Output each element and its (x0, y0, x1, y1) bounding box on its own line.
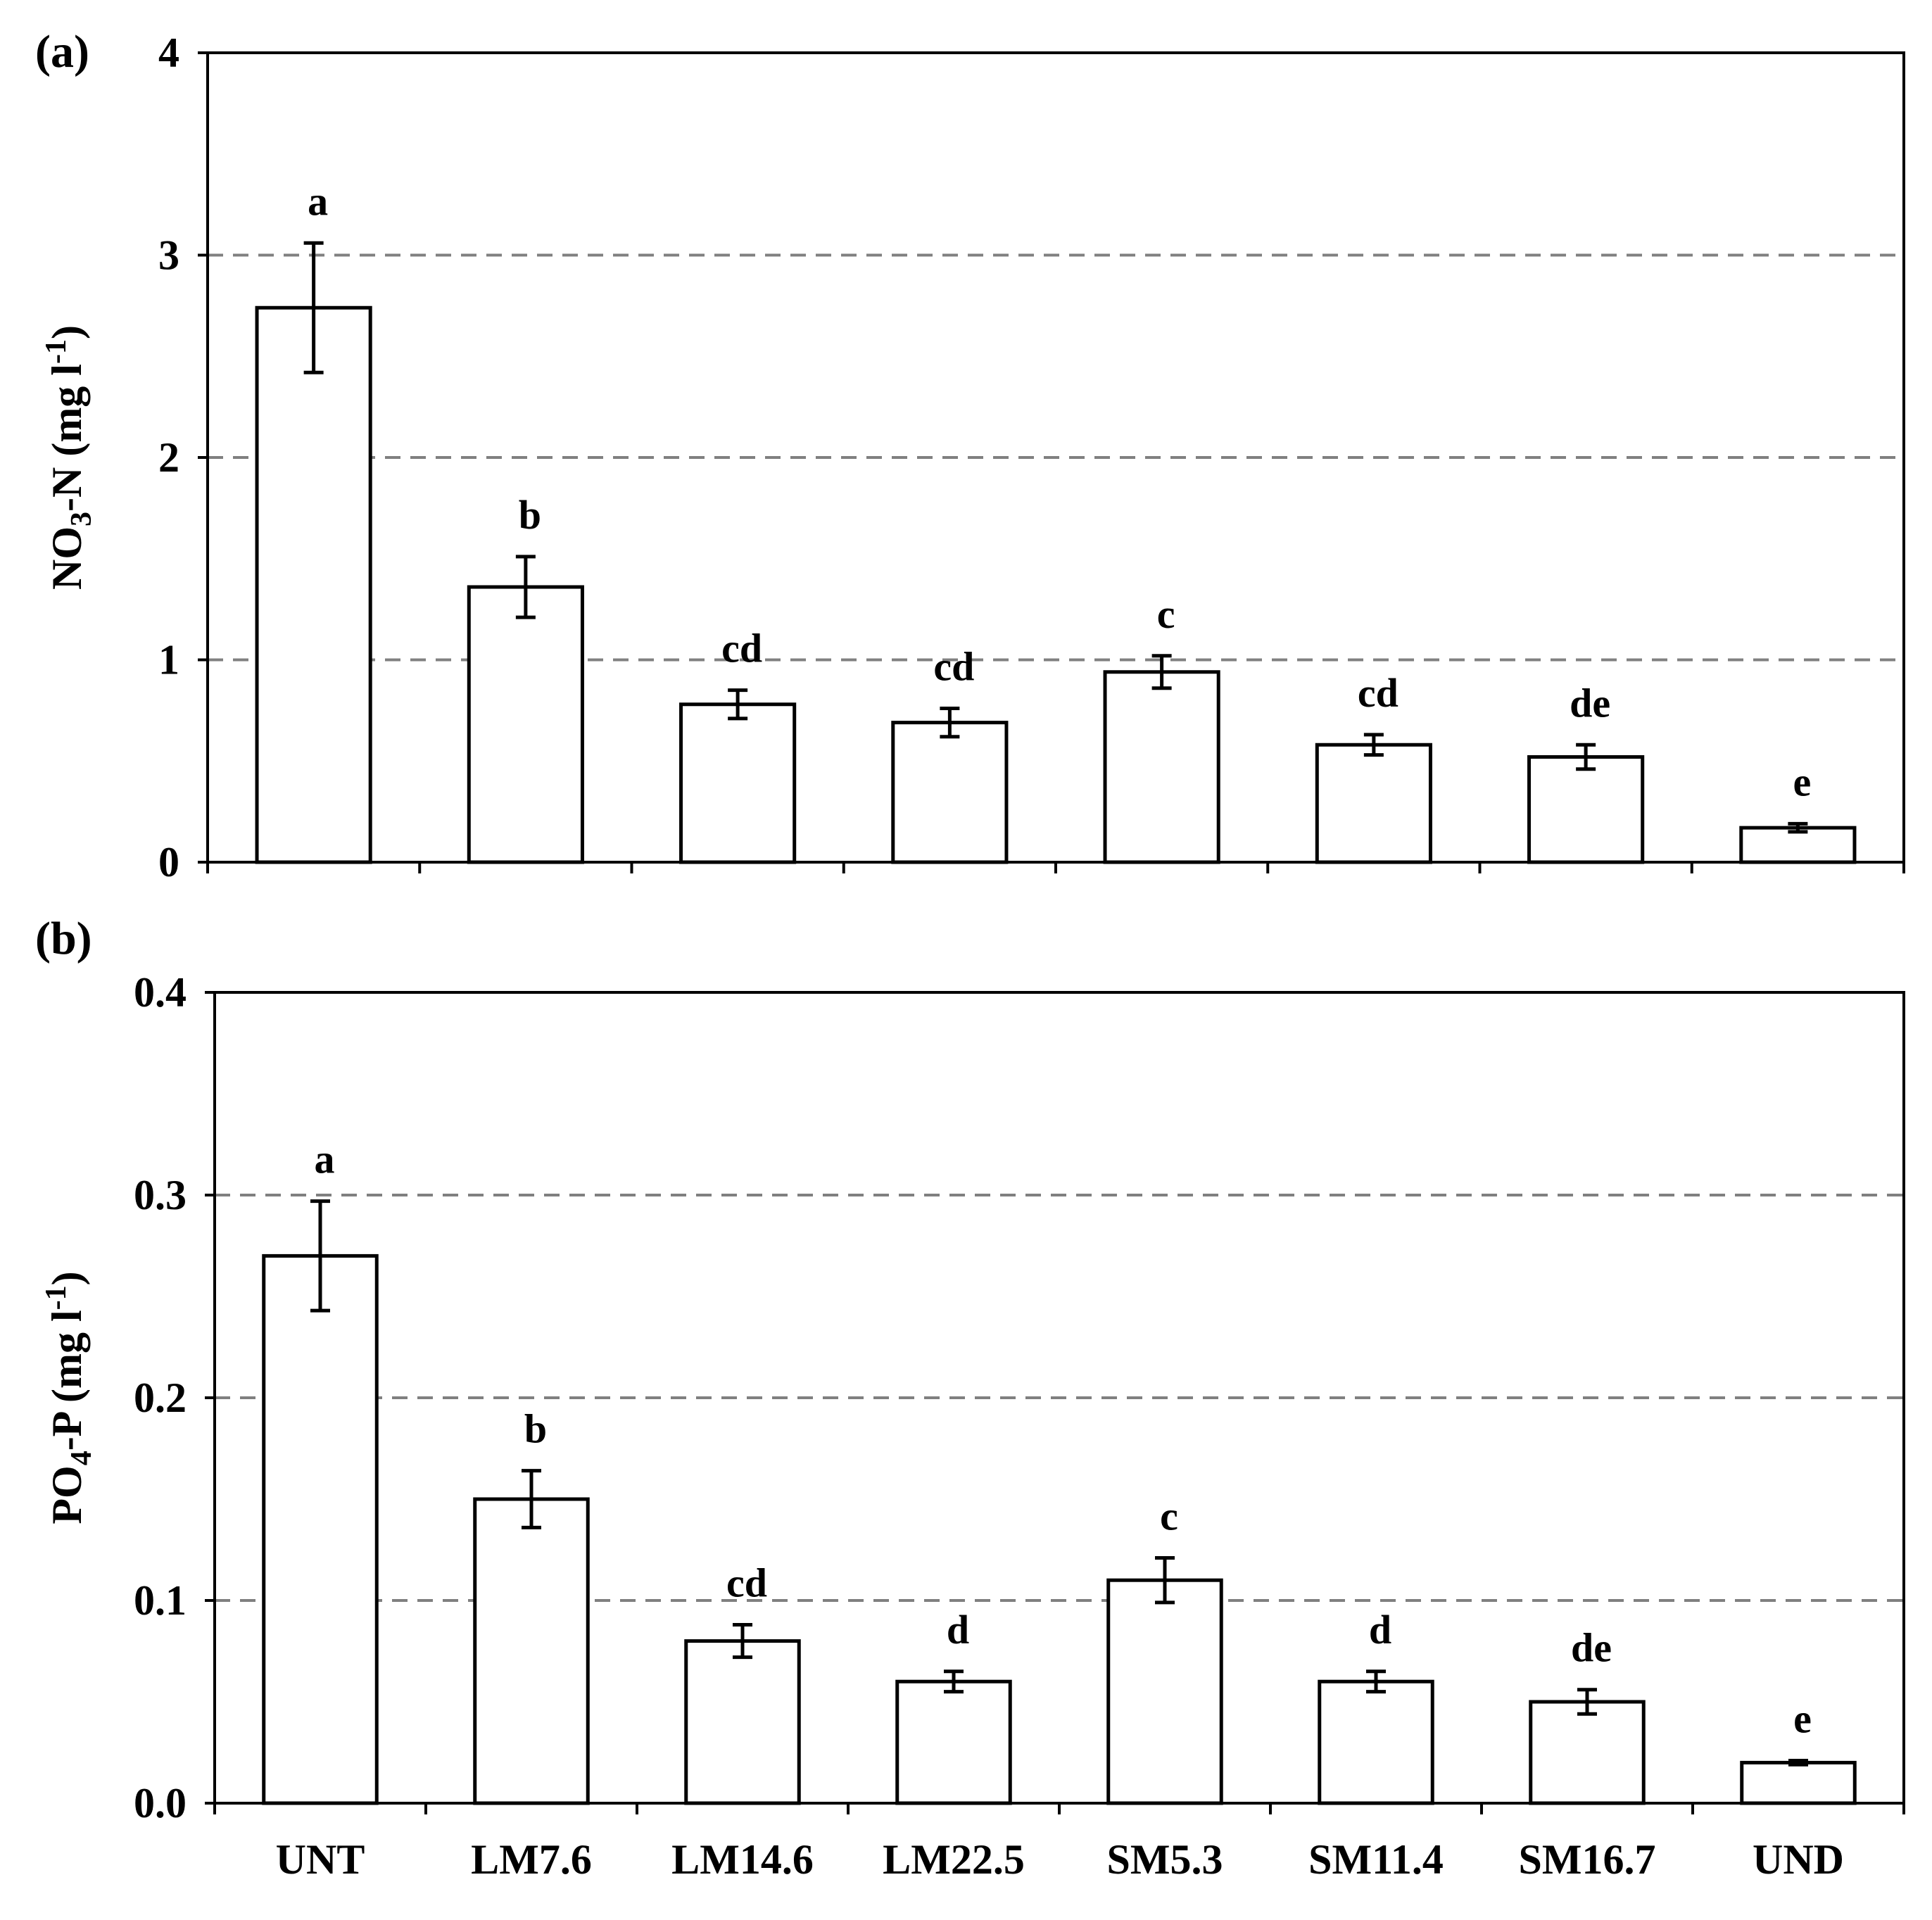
y-tick-label: 3 (158, 232, 179, 279)
y-axis-label: NO3-N (mg l-1) (40, 325, 98, 590)
significance-letter: a (308, 178, 328, 224)
significance-letter: a (315, 1137, 335, 1182)
y-tick-label: 0 (158, 839, 179, 885)
significance-letter: cd (721, 626, 762, 671)
bar-LM7.6 (473, 1497, 590, 1805)
significance-letter: cd (933, 644, 974, 690)
bar-SM11.4 (1318, 1679, 1434, 1805)
bar-SM16.7 (1527, 755, 1645, 864)
panel-a-nitrate-chart: 0 1 2 3 4 a b cd cd c cd de e (a) NO3-N (mg l-1) (35, 26, 1905, 885)
x-tick-label: SM11.4 (1308, 1836, 1444, 1883)
y-tick-label: 0.1 (134, 1577, 187, 1624)
significance-letter: b (524, 1406, 547, 1452)
significance-letter: e (1793, 1696, 1812, 1742)
significance-letter: e (1793, 759, 1812, 804)
x-tick-label: LM14.6 (671, 1836, 814, 1883)
bar-SM16.7 (1529, 1700, 1646, 1805)
bar-LM14.6 (684, 1639, 801, 1805)
y-tick-label: 4 (158, 30, 179, 76)
y-tick-label: 0.0 (134, 1780, 187, 1826)
panel-b-phosphate-chart: 0.00.10.20.30.4aUNTbLM7.6cdLM14.6dLM22.5… (35, 913, 1905, 1883)
x-tick-label: LM22.5 (883, 1836, 1025, 1883)
bar-UNT (255, 305, 372, 864)
bar-SM11.4 (1315, 743, 1432, 864)
significance-letter: c (1157, 591, 1175, 637)
x-tick-label: UND (1753, 1836, 1844, 1883)
significance-letter: cd (1358, 670, 1399, 716)
significance-letter: de (1571, 1625, 1612, 1671)
significance-letter: d (947, 1607, 969, 1653)
bar-LM7.6 (467, 585, 584, 864)
x-tick-label: SM5.3 (1107, 1836, 1223, 1883)
bar-LM22.5 (895, 1679, 1012, 1805)
y-tick-label: 1 (158, 637, 179, 683)
y-tick-label: 2 (158, 434, 179, 481)
significance-letter: b (519, 492, 541, 538)
significance-letter: d (1369, 1607, 1391, 1653)
x-tick-label: SM16.7 (1519, 1836, 1656, 1883)
panel-label: (b) (35, 913, 92, 964)
panel-label: (a) (35, 26, 89, 77)
significance-letter: de (1570, 680, 1610, 726)
y-tick-label: 0.2 (134, 1375, 187, 1421)
bar-LM14.6 (679, 702, 797, 864)
significance-letter: cd (726, 1560, 767, 1606)
significance-letter: c (1160, 1493, 1178, 1539)
bar-UND (1740, 1760, 1857, 1805)
x-tick-label: LM7.6 (471, 1836, 592, 1883)
bar-SM5.3 (1103, 670, 1220, 864)
y-axis-label: PO4-P (mg l-1) (40, 1271, 98, 1524)
bar-SM5.3 (1106, 1578, 1223, 1805)
bar-LM22.5 (891, 721, 1009, 864)
y-tick-label: 0.3 (134, 1172, 187, 1218)
bar-UNT (262, 1253, 379, 1805)
y-tick-label: 0.4 (134, 969, 187, 1016)
x-tick-label: UNT (276, 1836, 365, 1883)
